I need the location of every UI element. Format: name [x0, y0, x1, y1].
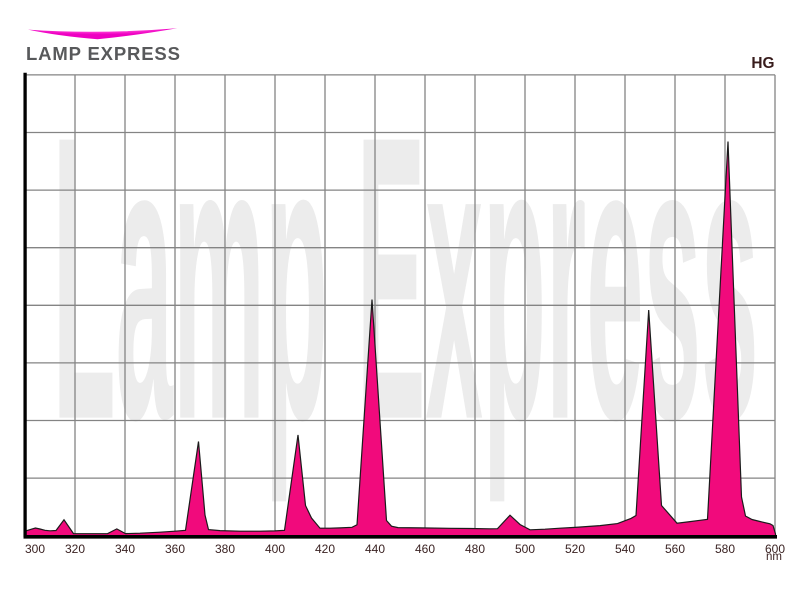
svg-text:500: 500 [515, 542, 535, 556]
svg-text:520: 520 [565, 542, 585, 556]
svg-text:560: 560 [665, 542, 685, 556]
svg-text:400: 400 [265, 542, 285, 556]
svg-text:LAMP EXPRESS: LAMP EXPRESS [26, 43, 181, 64]
svg-text:320: 320 [65, 542, 85, 556]
svg-text:600: 600 [765, 542, 785, 556]
svg-text:380: 380 [215, 542, 235, 556]
svg-text:440: 440 [365, 542, 385, 556]
svg-text:540: 540 [615, 542, 635, 556]
svg-text:360: 360 [165, 542, 185, 556]
svg-text:HG: HG [751, 55, 774, 72]
svg-text:480: 480 [465, 542, 485, 556]
svg-text:340: 340 [115, 542, 135, 556]
svg-text:420: 420 [315, 542, 335, 556]
svg-text:580: 580 [715, 542, 735, 556]
svg-text:nm: nm [766, 551, 782, 563]
svg-text:460: 460 [415, 542, 435, 556]
svg-text:300: 300 [25, 542, 45, 556]
